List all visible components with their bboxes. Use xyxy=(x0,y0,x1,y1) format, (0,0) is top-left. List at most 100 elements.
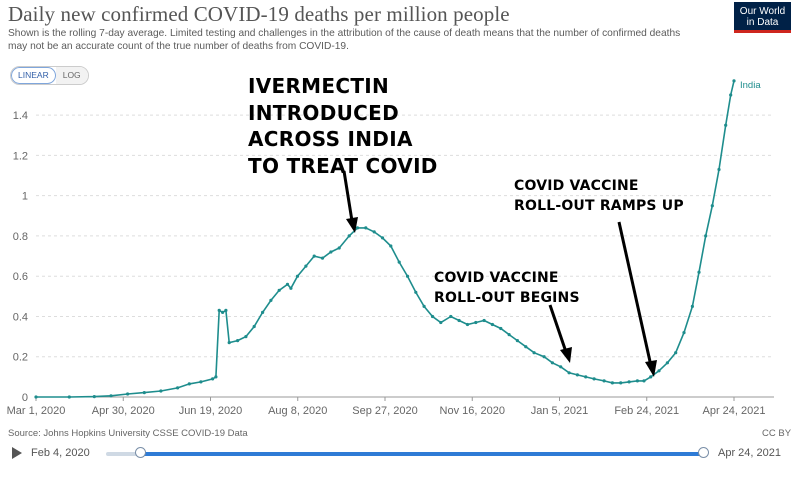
series-point xyxy=(515,339,520,343)
series-point xyxy=(320,256,325,260)
series-point xyxy=(414,290,418,294)
series-point xyxy=(159,389,163,393)
series-point xyxy=(337,246,341,250)
series-point xyxy=(227,341,231,345)
timeline-start-handle[interactable] xyxy=(135,447,146,458)
series-point xyxy=(347,234,351,238)
logo-line-1: Our World xyxy=(739,6,786,17)
linear-scale-button[interactable]: LINEAR xyxy=(11,67,56,84)
x-tick-label: Apr 30, 2020 xyxy=(92,405,155,417)
series-point xyxy=(567,371,571,375)
series-point xyxy=(430,314,435,319)
series-point xyxy=(724,123,728,127)
series-point xyxy=(224,308,228,312)
annotation-arrow-ramps-up xyxy=(617,221,653,367)
x-tick-label: Apr 24, 2021 xyxy=(703,405,766,417)
series-point xyxy=(674,351,678,355)
series-point xyxy=(329,250,333,254)
series-point xyxy=(697,270,701,274)
series-point xyxy=(261,310,265,314)
series-point xyxy=(211,377,215,381)
series-point xyxy=(221,310,225,314)
series-point xyxy=(295,274,300,278)
annotation-ivermectin-line-2: INTRODUCED xyxy=(248,100,400,125)
play-icon[interactable] xyxy=(12,447,22,459)
series-point xyxy=(285,282,290,286)
timeline: Feb 4, 2020 Apr 24, 2021 xyxy=(0,440,797,468)
series-point xyxy=(732,79,736,83)
y-axis-ticks: 0 0.2 0.4 0.6 0.8 1 1.2 1.4 xyxy=(13,110,28,404)
timeline-end-handle[interactable] xyxy=(698,447,709,458)
series-point xyxy=(610,381,615,385)
annotation-ivermectin-line-4: TO TREAT COVID xyxy=(248,153,438,178)
series-point xyxy=(627,380,631,384)
x-tick-label: Jun 19, 2020 xyxy=(179,405,243,417)
series-point xyxy=(176,386,180,390)
series-point xyxy=(584,375,588,379)
grid xyxy=(36,114,774,398)
series-point xyxy=(559,365,563,369)
x-tick-label: Nov 16, 2020 xyxy=(440,405,505,417)
series-point xyxy=(649,375,653,379)
series-point xyxy=(665,361,670,365)
annotation-begins-line-2: ROLL-OUT BEGINS xyxy=(434,290,580,306)
series-point xyxy=(439,320,443,325)
series-point xyxy=(704,234,708,238)
series-point xyxy=(710,204,714,208)
series-point xyxy=(642,379,646,383)
series-point xyxy=(214,375,218,379)
series-point xyxy=(575,373,580,377)
annotation-arrowhead-ramps-up xyxy=(645,360,657,377)
annotation-arrow-ivermectin xyxy=(342,170,354,222)
series-point xyxy=(380,236,385,240)
y-tick-label: 0.8 xyxy=(13,231,28,243)
y-tick-label: 1.4 xyxy=(13,110,28,122)
y-tick-label: 0.2 xyxy=(13,352,28,364)
logo-line-2: in Data xyxy=(746,17,779,28)
series-point xyxy=(217,308,221,312)
source-note[interactable]: Source: Johns Hopkins University CSSE CO… xyxy=(8,428,248,439)
x-tick-label: Mar 1, 2020 xyxy=(7,405,66,417)
x-tick-label: Feb 24, 2021 xyxy=(614,405,679,417)
series-point xyxy=(364,226,368,230)
series-label-india: India xyxy=(740,80,761,91)
annotation-ramps-up-line-1: COVID VACCINE xyxy=(514,178,639,194)
series-point xyxy=(490,322,494,327)
series-point xyxy=(682,331,686,335)
series-point xyxy=(109,394,113,398)
series-point xyxy=(717,167,721,172)
series-point xyxy=(236,339,240,343)
series-point xyxy=(289,286,293,290)
series-point xyxy=(729,93,733,97)
series-point xyxy=(690,304,695,308)
series-point xyxy=(252,324,256,329)
annotation-ramps-up-line-2: ROLL-OUT RAMPS UP xyxy=(514,198,684,214)
series-point xyxy=(422,304,426,308)
annotation-arrowhead-ivermectin xyxy=(346,217,358,233)
chart-title: Daily new confirmed COVID-19 deaths per … xyxy=(8,2,510,26)
series-point xyxy=(92,395,96,399)
annotation-vaccine-begins: COVID VACCINE ROLL-OUT BEGINS xyxy=(434,268,580,308)
license-label[interactable]: CC BY xyxy=(762,428,792,439)
series-points xyxy=(34,79,736,399)
series-point xyxy=(507,333,511,337)
series-point xyxy=(199,380,203,384)
x-axis-ticks: Mar 1, 2020 Apr 30, 2020 Jun 19, 2020 Aug 8… xyxy=(7,397,766,417)
owid-logo[interactable]: Our World in Data xyxy=(734,2,791,33)
annotation-arrows xyxy=(342,170,657,377)
log-scale-button[interactable]: LOG xyxy=(55,67,88,84)
chart-subtitle: Shown is the rolling 7-day average. Limi… xyxy=(8,28,681,52)
series-point xyxy=(619,381,623,385)
annotation-arrowhead-begins xyxy=(560,347,572,363)
series-point xyxy=(304,264,308,268)
x-tick-label: Sep 27, 2020 xyxy=(352,405,417,417)
series-point xyxy=(269,298,273,302)
series-point xyxy=(602,379,606,383)
y-tick-label: 0.4 xyxy=(13,311,28,323)
x-tick-label: Aug 8, 2020 xyxy=(268,405,327,417)
series-point xyxy=(277,288,281,292)
series-point xyxy=(657,369,661,373)
series-point xyxy=(457,318,461,323)
timeline-selected-range xyxy=(141,452,704,456)
series-point xyxy=(449,314,453,319)
